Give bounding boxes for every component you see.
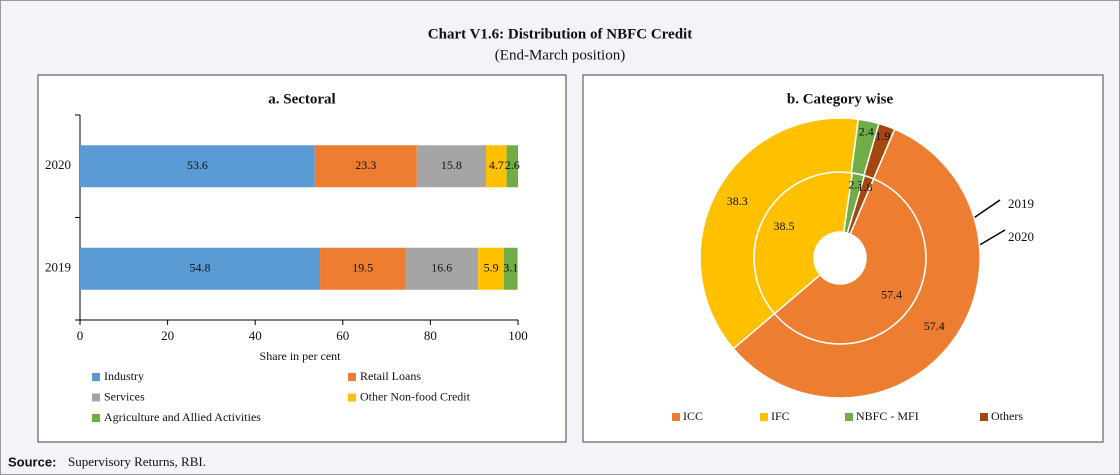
data-label: 3.1 xyxy=(503,261,518,275)
data-label: 2.6 xyxy=(505,158,520,172)
data-label: 38.3 xyxy=(727,194,748,208)
data-label: 23.3 xyxy=(355,158,376,172)
legend-swatch xyxy=(980,413,988,421)
data-label: 2.4 xyxy=(859,124,874,138)
legend-label: Other Non-food Credit xyxy=(360,389,471,403)
data-label: 57.4 xyxy=(881,288,902,302)
x-tick-label: 100 xyxy=(508,328,528,343)
bar-segment xyxy=(506,145,518,188)
x-tick-label: 40 xyxy=(249,328,262,343)
data-label: 16.6 xyxy=(431,261,452,275)
bar-segment xyxy=(503,247,518,290)
bar-segment xyxy=(486,145,507,188)
legend-swatch xyxy=(348,393,356,402)
legend-label: Others xyxy=(991,409,1023,423)
ring-label: 2019 xyxy=(1008,196,1034,211)
legend-swatch xyxy=(672,413,680,421)
legend-label: Industry xyxy=(104,369,144,383)
bar-segment xyxy=(80,145,315,188)
legend-label: Services xyxy=(104,389,145,403)
legend-label: ICC xyxy=(683,409,703,423)
bar-segment xyxy=(314,145,417,188)
doughnut-segment xyxy=(863,122,896,180)
data-label: 15.8 xyxy=(441,158,462,172)
bar-segment xyxy=(80,247,321,290)
doughnut-segment xyxy=(732,128,981,399)
source: Supervisory Returns, RBI. xyxy=(68,454,206,469)
legend-label: IFC xyxy=(771,409,790,423)
x-tick-label: 60 xyxy=(336,328,349,343)
bar-segment xyxy=(320,247,406,290)
data-label: 19.5 xyxy=(352,261,373,275)
data-label: 38.5 xyxy=(773,219,794,233)
page-subtitle: (End-March position) xyxy=(495,47,625,63)
x-axis-label: Share in per cent xyxy=(260,349,342,363)
doughnut-segment xyxy=(699,117,860,350)
x-tick-label: 20 xyxy=(161,328,174,343)
legend-swatch xyxy=(92,393,100,402)
y-tick-label: 2020 xyxy=(45,157,71,172)
data-label: 5.9 xyxy=(484,261,499,275)
data-label: 1.8 xyxy=(858,180,873,194)
data-label: 54.8 xyxy=(190,261,211,275)
legend-swatch xyxy=(845,413,853,421)
data-label: 4.7 xyxy=(489,158,504,172)
page-title: Chart V1.6: Distribution of NBFC Credit xyxy=(428,26,692,42)
legend-label: Retail Loans xyxy=(360,369,421,383)
chart-title: b. Category wise xyxy=(787,91,894,107)
ring-label: 2020 xyxy=(1008,229,1034,244)
data-label: 2.3 xyxy=(848,177,863,191)
data-label: 53.6 xyxy=(187,158,208,172)
bar-segment xyxy=(416,145,487,188)
source-label: Source: xyxy=(8,454,56,469)
legend-swatch xyxy=(92,373,100,381)
x-tick-label: 0 xyxy=(77,328,84,343)
legend-swatch xyxy=(760,413,768,421)
bar-segment xyxy=(405,247,479,290)
legend-label: NBFC - MFI xyxy=(856,409,919,423)
legend-swatch xyxy=(348,373,356,381)
data-label: 57.4 xyxy=(924,319,945,333)
y-tick-label: 2019 xyxy=(45,260,71,275)
x-tick-label: 80 xyxy=(424,328,437,343)
bar-segment xyxy=(478,247,504,290)
legend-swatch xyxy=(92,414,100,422)
legend-label: Agriculture and Allied Activities xyxy=(104,410,261,424)
chart-title: a. Sectoral xyxy=(268,91,335,107)
data-label: 1.9 xyxy=(875,129,890,143)
